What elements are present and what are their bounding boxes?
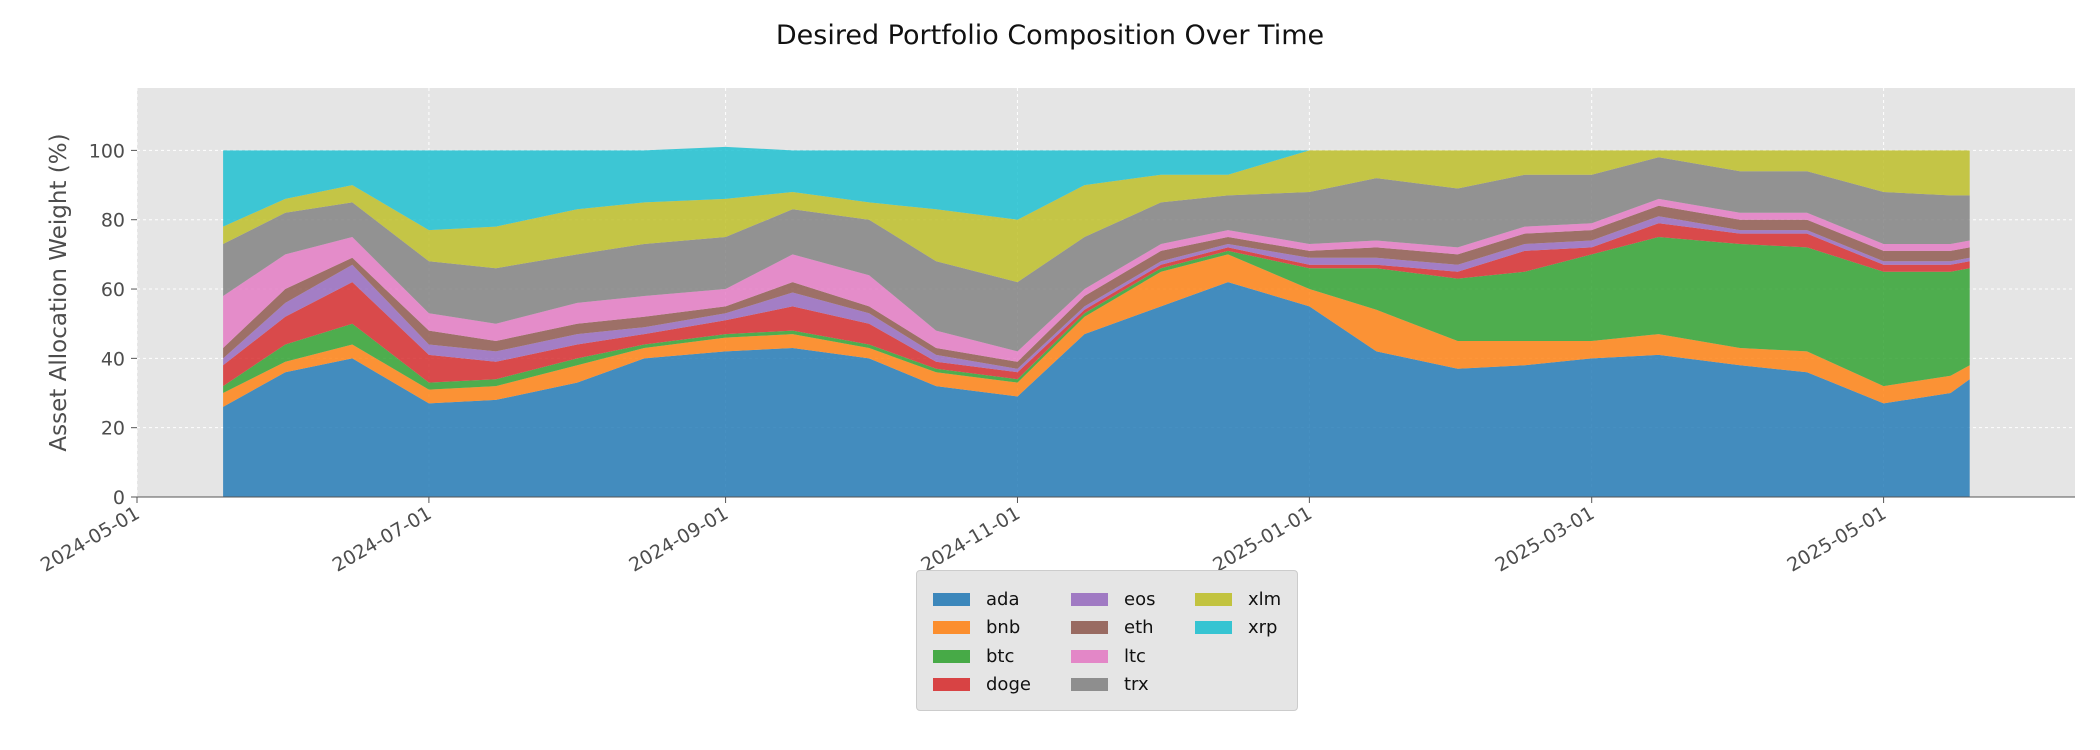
x-tick-label: 2025-03-01 [1492,502,1599,576]
legend-swatch [933,678,970,692]
x-tick-label: 2024-07-01 [329,502,436,576]
area-ltc [223,198,1970,362]
area-btc [223,237,1970,393]
area-trx [223,157,1970,352]
legend-item-doge: doge [933,671,1071,700]
y-tick-label: 20 [101,418,125,440]
area-xlm [223,150,1970,283]
legend-swatch [1195,621,1232,635]
area-eth [223,205,1970,369]
legend-label: xlm [1248,588,1282,610]
area-xrp [223,146,1970,231]
x-tick-label: 2025-01-01 [1209,502,1316,576]
legend-label: ltc [1124,645,1146,667]
y-tick-label: 80 [101,210,125,232]
chart-legend: ada bnb btc doge eos eth ltc trx xlm xrp [916,570,1298,711]
legend-item-ltc: ltc [1071,642,1195,671]
area-doge [223,223,1970,387]
legend-item-bnb: bnb [933,614,1071,643]
y-tick-label: 40 [101,348,125,370]
y-tick-label: 0 [113,487,125,509]
legend-swatch [1071,621,1108,635]
legend-item-xrp: xrp [1195,614,1295,643]
legend-item-xlm: xlm [1195,585,1295,614]
legend-label: eth [1124,617,1154,639]
legend-label: btc [986,645,1015,667]
legend-item-eth: eth [1071,614,1195,643]
x-tick-label: 2024-09-01 [625,502,732,576]
legend-label: bnb [986,617,1021,639]
x-tick-label: 2024-11-01 [917,502,1024,576]
legend-label: eos [1124,588,1156,610]
legend-item-ada: ada [933,585,1071,614]
legend-swatch [1071,649,1108,663]
legend-swatch [1071,592,1108,606]
area-eos [223,216,1970,373]
area-ada [223,282,1970,497]
x-tick-label: 2024-05-01 [37,502,144,576]
legend-item-trx: trx [1071,671,1195,700]
legend-label: ada [986,588,1020,610]
legend-item-eos: eos [1071,585,1195,614]
y-axis-label: Asset Allocation Weight (%) [46,133,72,451]
y-tick-label: 60 [101,279,125,301]
legend-label: xrp [1248,617,1278,639]
legend-label: trx [1124,674,1149,696]
legend-swatch [1195,592,1232,606]
legend-item-btc: btc [933,642,1071,671]
legend-swatch [933,592,970,606]
legend-swatch [933,621,970,635]
legend-label: doge [986,674,1031,696]
legend-swatch [1071,678,1108,692]
legend-swatch [933,649,970,663]
x-tick-label: 2025-05-01 [1783,502,1890,576]
chart-title: Desired Portfolio Composition Over Time [776,20,1324,51]
y-tick-label: 100 [89,140,125,162]
